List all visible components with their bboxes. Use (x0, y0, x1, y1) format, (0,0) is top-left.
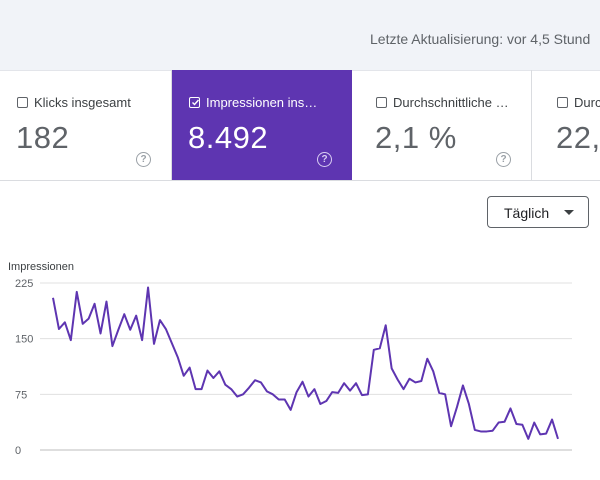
y-tick-label: 225 (15, 278, 33, 290)
update-bar: Letzte Aktualisierung: vor 4,5 Stund (0, 0, 600, 71)
granularity-selected: Täglich (504, 205, 550, 221)
metric-label: Impressionen ins… (206, 95, 318, 110)
last-update-text: Letzte Aktualisierung: vor 4,5 Stund (370, 31, 591, 47)
metric-card-header: Klicks insgesamt (17, 95, 131, 110)
y-tick-label: 75 (15, 389, 27, 401)
metric-value: 182 (16, 120, 70, 155)
metric-label: Durchschnittliche … (393, 95, 509, 110)
metric-card-header: Impressionen ins… (189, 95, 317, 110)
checkbox[interactable] (17, 97, 28, 108)
y-tick-label: 0 (15, 445, 21, 457)
checkbox-checked[interactable] (189, 97, 200, 108)
y-axis-title: Impressionen (8, 261, 75, 273)
checkbox[interactable] (376, 97, 387, 108)
impressions-chart: 0 75 150 225 (15, 278, 572, 457)
metric-value: 2,1 % (375, 120, 457, 155)
metric-cards: Klicks insgesamt 182 ? Impressionen ins…… (0, 70, 600, 181)
metric-card-clicks[interactable]: Klicks insgesamt 182 ? (0, 70, 172, 180)
metric-card-header: Durc (557, 95, 600, 110)
question-circle-icon[interactable]: ? (136, 152, 151, 167)
metric-card-ctr[interactable]: Durchschnittliche … 2,1 % ? (359, 70, 532, 180)
checkbox[interactable] (557, 97, 568, 108)
metric-card-impressions[interactable]: Impressionen ins… 8.492 ? (172, 70, 352, 180)
metric-card-position[interactable]: Durc 22, (540, 70, 600, 180)
granularity-dropdown[interactable]: Täglich (487, 196, 589, 228)
impressions-series-line (52, 286, 559, 440)
metric-value: 8.492 (188, 120, 269, 155)
caret-down-icon (564, 210, 574, 215)
metric-label: Klicks insgesamt (34, 95, 131, 110)
y-tick-label: 150 (15, 334, 33, 346)
metric-card-header: Durchschnittliche … (376, 95, 509, 110)
question-circle-icon[interactable]: ? (496, 152, 511, 167)
metric-value: 22, (556, 120, 600, 155)
metric-label: Durc (574, 95, 600, 110)
question-circle-icon[interactable]: ? (317, 152, 332, 167)
